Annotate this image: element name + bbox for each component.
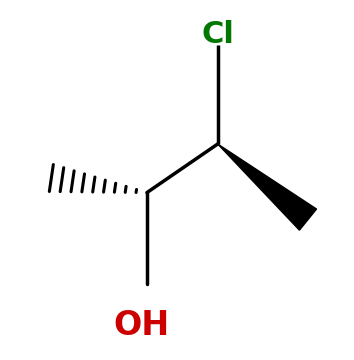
Text: OH: OH: [114, 309, 170, 342]
Polygon shape: [218, 144, 316, 230]
Text: Cl: Cl: [201, 20, 234, 49]
